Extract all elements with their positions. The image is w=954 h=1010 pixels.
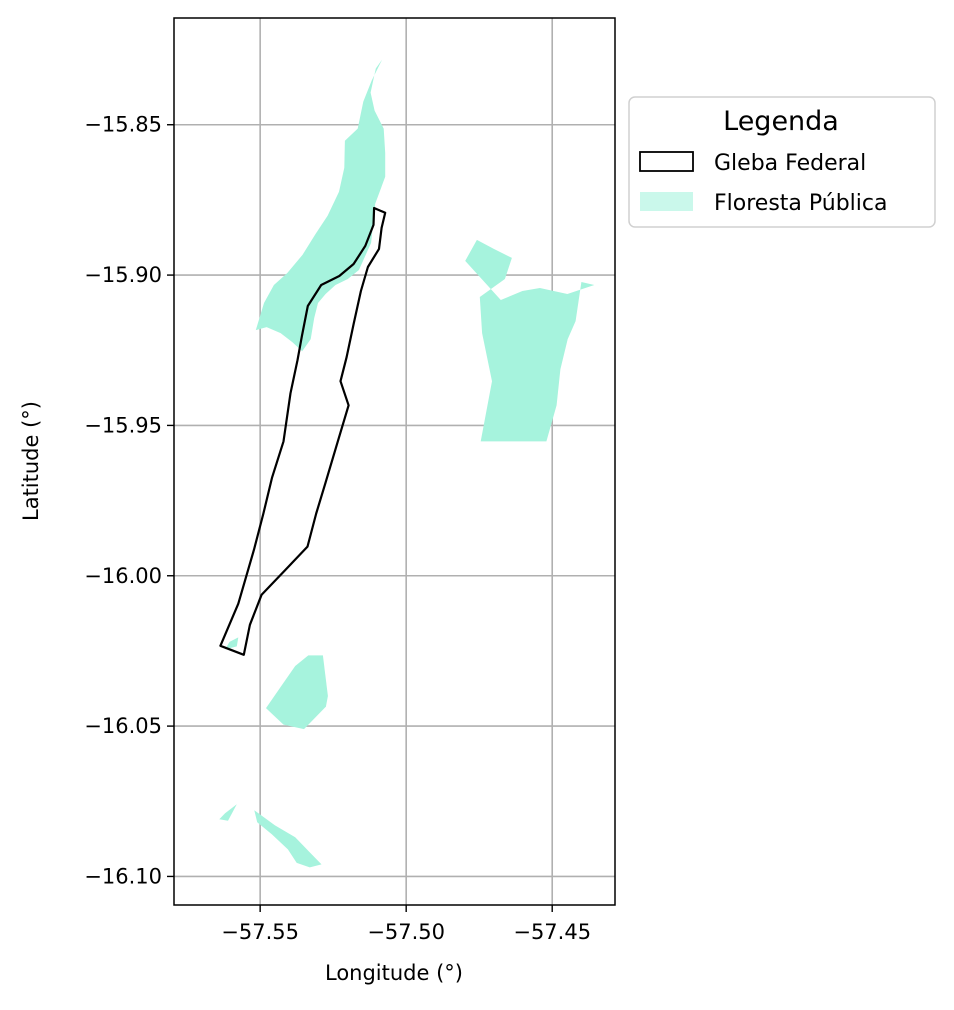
y-tick-label: −15.90 bbox=[84, 263, 162, 287]
y-tick-label: −16.00 bbox=[84, 564, 162, 588]
legend-label-floresta-publica: Floresta Pública bbox=[714, 191, 887, 216]
x-axis-label: Longitude (°) bbox=[325, 961, 463, 985]
floresta-publica-polygon bbox=[225, 637, 239, 650]
gleba-federal-polygon bbox=[219, 206, 387, 656]
x-axis-ticks: −57.55 −57.50 −57.45 bbox=[221, 905, 591, 944]
floresta-publica-layer bbox=[219, 59, 595, 868]
legend-box bbox=[628, 96, 936, 228]
x-tick-label: −57.50 bbox=[367, 920, 445, 944]
y-tick-label: −16.10 bbox=[84, 864, 162, 888]
floresta-publica-polygon bbox=[219, 804, 237, 821]
grid-lines bbox=[174, 18, 615, 905]
legend-title: Legenda bbox=[723, 106, 839, 137]
floresta-publica-polygon bbox=[255, 59, 386, 352]
y-tick-label: −15.95 bbox=[84, 413, 162, 437]
legend-swatch-gleba-federal bbox=[639, 151, 694, 172]
legend-label-gleba-federal: Gleba Federal bbox=[714, 151, 866, 176]
legend-swatch-floresta-publica bbox=[640, 192, 693, 211]
y-axis-label: Latitude (°) bbox=[19, 401, 43, 521]
x-tick-label: −57.55 bbox=[221, 920, 299, 944]
x-tick-label: −57.45 bbox=[513, 920, 591, 944]
gleba-federal-layer bbox=[219, 206, 387, 656]
y-tick-label: −16.05 bbox=[84, 714, 162, 738]
plot-frame bbox=[173, 17, 616, 906]
y-axis-ticks: −15.85 −15.90 −15.95 −16.00 −16.05 −16.10 bbox=[84, 113, 174, 888]
floresta-publica-polygon bbox=[465, 239, 595, 442]
legend: Legenda Gleba Federal Floresta Pública bbox=[628, 96, 936, 228]
y-tick-label: −15.85 bbox=[84, 113, 162, 137]
floresta-publica-polygon bbox=[254, 810, 322, 868]
floresta-publica-polygon bbox=[266, 655, 328, 730]
